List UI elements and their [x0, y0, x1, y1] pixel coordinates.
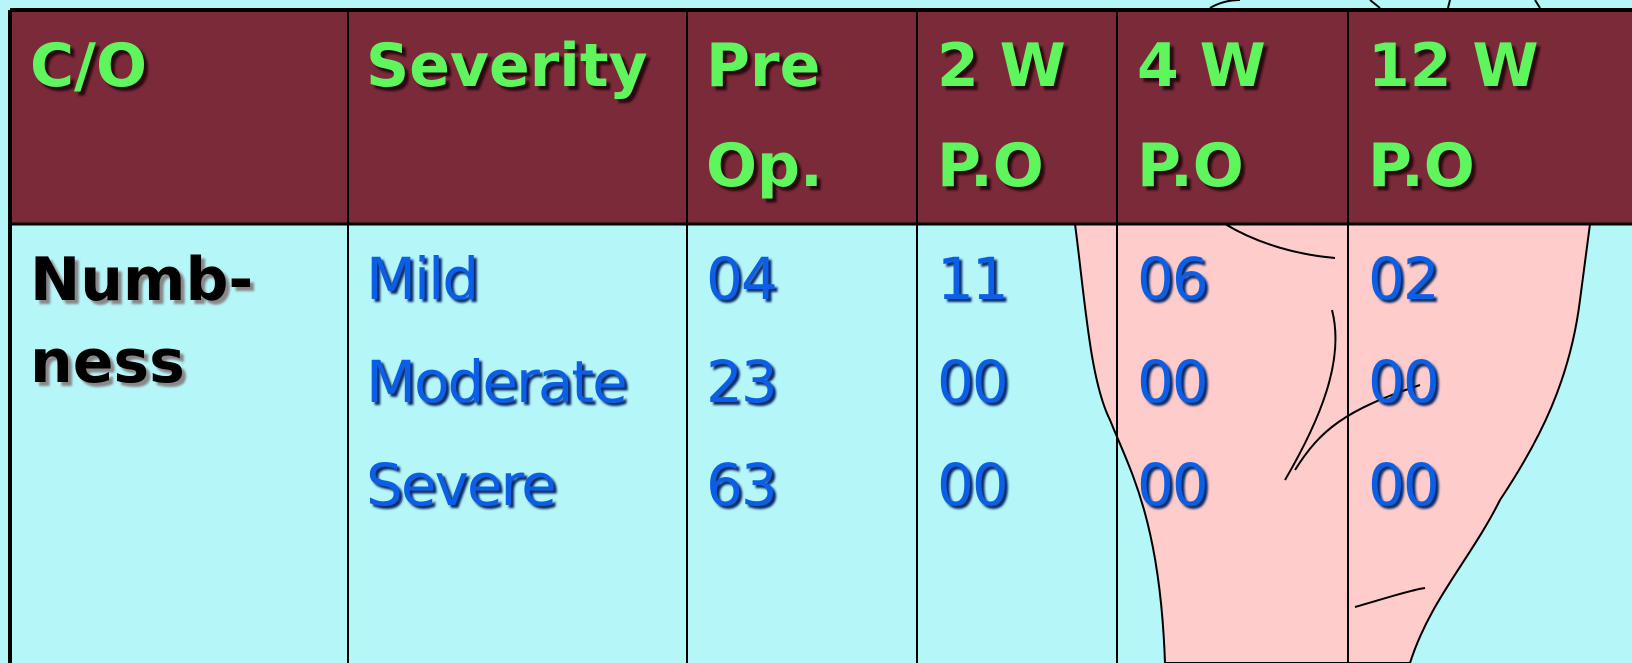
- value-cell: 00: [1368, 353, 1438, 411]
- value-cell: 02: [1368, 250, 1438, 308]
- header-cell: P.O: [1368, 136, 1475, 196]
- header-cell: 12 W: [1368, 36, 1539, 96]
- value-cell: 63: [706, 456, 776, 514]
- severity: Severe: [366, 456, 555, 514]
- value-cell: 11: [937, 250, 1007, 308]
- value-cell: 00: [1137, 456, 1207, 514]
- value-cell: 04: [706, 250, 776, 308]
- complaint: Numb-: [30, 250, 253, 310]
- header-cell: C/O: [30, 36, 147, 96]
- header-cell: P.O: [937, 136, 1044, 196]
- value-cell: 00: [937, 456, 1007, 514]
- value-cell: 00: [1137, 353, 1207, 411]
- header-cell: Op.: [706, 136, 823, 196]
- header-cell: P.O: [1137, 136, 1244, 196]
- value-cell: 00: [937, 353, 1007, 411]
- header-cell: Pre: [706, 36, 820, 96]
- header-cell: Severity: [366, 36, 648, 96]
- value-cell: 06: [1137, 250, 1207, 308]
- header-cell: 4 W: [1137, 36, 1266, 96]
- slide: C/O Severity Pre Op. 2 W P.O 4 W P.O 12 W P.O Numb…: [0, 0, 1632, 663]
- value-cell: 00: [1368, 456, 1438, 514]
- header-cell: 2 W: [937, 36, 1066, 96]
- complaint: ness: [30, 332, 185, 392]
- value-cell: 23: [706, 353, 776, 411]
- severity: Moderate: [366, 353, 626, 411]
- severity: Mild: [366, 250, 477, 308]
